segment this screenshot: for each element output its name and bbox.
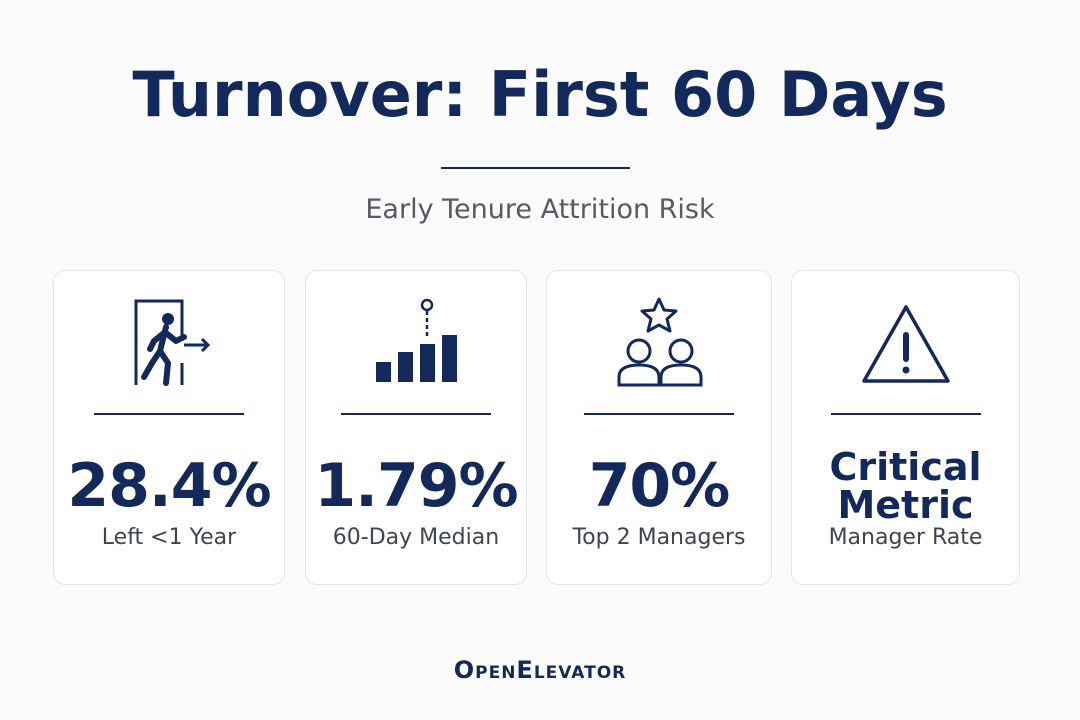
title-rule (441, 167, 630, 169)
bars-icon (376, 298, 457, 382)
kpi-label: Left <1 Year (101, 525, 237, 550)
kpi-card: 70% Top 2 Managers (546, 270, 772, 585)
card-rule (830, 413, 981, 415)
kpi-value: Critical Metric (829, 445, 982, 527)
kpi-label: Top 2 Managers (572, 525, 746, 550)
kpi-card: 28.4% Left <1 Year (53, 270, 285, 585)
kpi-label: Manager Rate (828, 525, 983, 550)
card-rule (584, 413, 734, 415)
brand: OpenElevator (453, 656, 627, 684)
warning-icon (861, 305, 950, 383)
exit-icon (134, 299, 211, 386)
subtitle: Early Tenure Attrition Risk (365, 194, 715, 225)
kpi-card: 1.79% 60-Day Median (305, 270, 527, 585)
kpi-label: 60-Day Median (332, 525, 500, 550)
card-rule (94, 413, 244, 415)
title: Turnover: First 60 Days (132, 58, 948, 131)
kpi-value: 28.4% (67, 451, 271, 521)
kpi-value: 70% (588, 451, 731, 521)
card-rule (341, 413, 491, 415)
managers-icon (617, 297, 703, 387)
kpi-card: Critical Metric Manager Rate (791, 270, 1020, 585)
kpi-value: 1.79% (314, 451, 518, 521)
